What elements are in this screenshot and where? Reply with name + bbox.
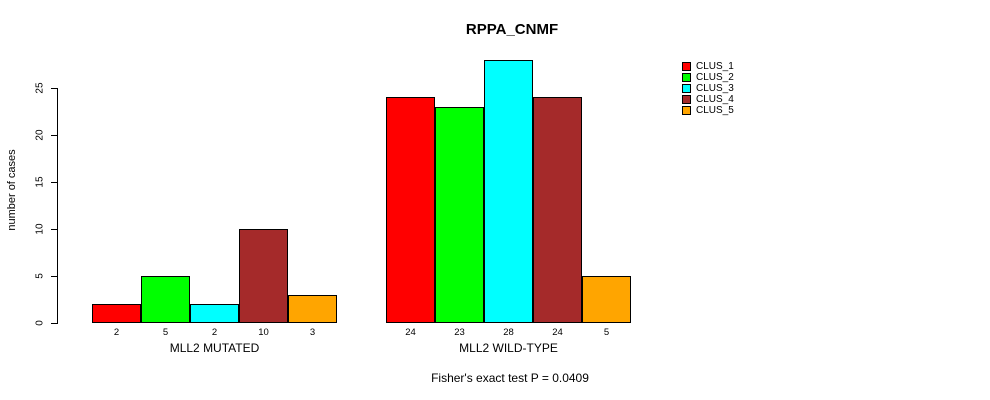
legend-label-clus-5: CLUS_5	[696, 105, 734, 116]
legend-label-clus-4: CLUS_4	[696, 94, 734, 105]
bar-value-label-clus-1-mll2-wild-type: 24	[405, 327, 416, 338]
legend-row-clus-3: CLUS_3	[682, 83, 734, 94]
legend-row-clus-5: CLUS_5	[682, 105, 734, 116]
y-tick-label-5: 5	[34, 273, 46, 279]
legend-swatch-clus-2	[682, 73, 691, 82]
bar-clus-4-mll2-wild-type	[533, 97, 582, 323]
y-tick-label-15: 15	[34, 176, 46, 188]
bar-value-label-clus-1-mll2-mutated: 2	[113, 327, 120, 338]
legend: CLUS_1 CLUS_2 CLUS_3 CLUS_4 CLUS_5	[682, 61, 734, 116]
bar-clus-3-mll2-wild-type	[484, 60, 533, 323]
bar-value-label-clus-2-mll2-wild-type: 23	[454, 327, 465, 338]
y-tick-mark-25	[51, 87, 58, 89]
chart-title: RPPA_CNMF	[465, 21, 559, 38]
legend-label-clus-1: CLUS_1	[696, 61, 734, 72]
y-tick-mark-10	[51, 228, 58, 230]
y-axis-label: number of cases	[6, 149, 18, 231]
bar-clus-1-mll2-wild-type	[386, 97, 435, 323]
bar-clus-5-mll2-wild-type	[582, 276, 631, 323]
group-label-mll2-mutated: MLL2 MUTATED	[169, 341, 260, 355]
bar-clus-5-mll2-mutated	[288, 295, 337, 323]
legend-label-clus-3: CLUS_3	[696, 83, 734, 94]
legend-row-clus-1: CLUS_1	[682, 61, 734, 72]
legend-row-clus-4: CLUS_4	[682, 94, 734, 105]
bar-clus-2-mll2-wild-type	[435, 107, 484, 323]
y-tick-mark-20	[51, 134, 58, 136]
y-tick-mark-0	[51, 322, 58, 324]
fisher-test-annotation: Fisher's exact test P = 0.0409	[431, 371, 589, 385]
bar-clus-2-mll2-mutated	[141, 276, 190, 323]
bar-clus-3-mll2-mutated	[190, 304, 239, 323]
bar-clus-4-mll2-mutated	[239, 229, 288, 323]
bar-clus-1-mll2-mutated	[92, 304, 141, 323]
legend-label-clus-2: CLUS_2	[696, 72, 734, 83]
y-tick-label-10: 10	[34, 223, 46, 235]
y-tick-mark-15	[51, 181, 58, 183]
group-label-mll2-wild-type: MLL2 WILD-TYPE	[459, 341, 558, 355]
bar-value-label-clus-5-mll2-wild-type: 5	[603, 327, 610, 338]
y-tick-mark-5	[51, 275, 58, 277]
y-tick-label-25: 25	[34, 82, 46, 94]
y-tick-label-20: 20	[34, 129, 46, 141]
y-tick-label-0: 0	[34, 320, 46, 326]
y-axis-line	[57, 88, 58, 324]
bar-value-label-clus-3-mll2-wild-type: 28	[503, 327, 514, 338]
bar-value-label-clus-5-mll2-mutated: 3	[309, 327, 316, 338]
bar-value-label-clus-4-mll2-wild-type: 24	[552, 327, 563, 338]
legend-swatch-clus-5	[682, 106, 691, 115]
bar-value-label-clus-4-mll2-mutated: 10	[258, 327, 269, 338]
legend-swatch-clus-4	[682, 95, 691, 104]
legend-swatch-clus-1	[682, 62, 691, 71]
bar-value-label-clus-3-mll2-mutated: 2	[211, 327, 218, 338]
bar-value-label-clus-2-mll2-mutated: 5	[162, 327, 169, 338]
legend-swatch-clus-3	[682, 84, 691, 93]
legend-row-clus-2: CLUS_2	[682, 72, 734, 83]
